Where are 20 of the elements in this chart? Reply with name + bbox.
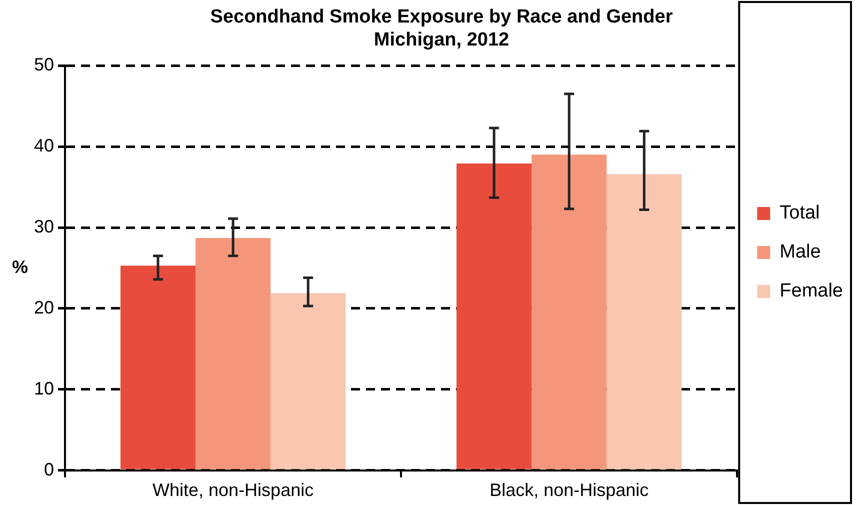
bar	[606, 174, 682, 470]
y-tick-label: 30	[34, 216, 54, 236]
bar	[270, 293, 346, 470]
y-axis-title: %	[12, 256, 28, 277]
legend-label: Male	[780, 242, 821, 263]
text: Michigan, 2012	[374, 29, 510, 50]
bar	[196, 238, 271, 470]
x-tick-label: White, non-Hispanic	[152, 480, 314, 500]
legend-label: Total	[780, 202, 820, 224]
y-tick-label: 50	[34, 54, 54, 75]
legend-label: Female	[780, 280, 844, 302]
x-tick-label: Black, non-Hispanic	[490, 480, 649, 500]
bar	[532, 154, 607, 470]
y-tick-label: 10	[34, 378, 54, 398]
y-tick-label: 20	[34, 297, 54, 318]
y-tick-label: 40	[34, 136, 54, 156]
bar	[456, 164, 532, 470]
text: Secondhand Smoke Exposure by Race and Gender	[210, 6, 673, 28]
y-tick-label: 0	[44, 459, 54, 480]
bar	[120, 266, 196, 470]
